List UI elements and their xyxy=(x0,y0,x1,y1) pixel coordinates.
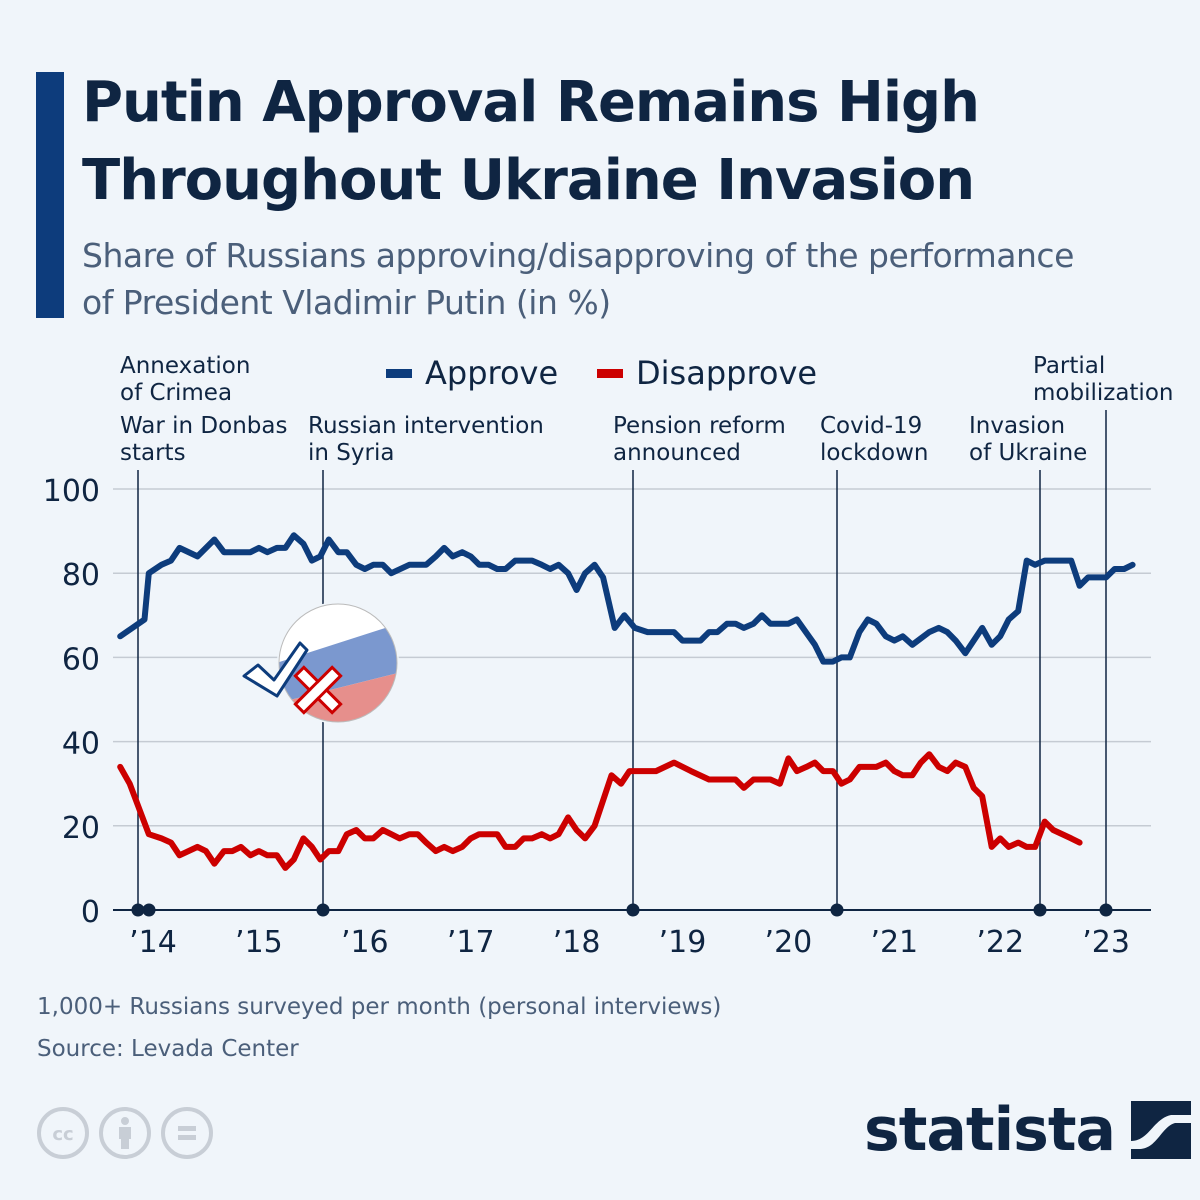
legend-disapprove-label: Disapprove xyxy=(636,354,817,392)
event-label-line2: mobilization xyxy=(1033,380,1173,406)
event-label-line2: announced xyxy=(613,440,741,466)
x-tick-label: ’23 xyxy=(1082,925,1130,960)
legend: Approve Disapprove xyxy=(386,354,817,392)
y-tick-label: 0 xyxy=(81,895,100,930)
legend-approve-swatch xyxy=(386,369,412,378)
y-tick-label: 20 xyxy=(62,811,100,846)
svg-text:cc: cc xyxy=(52,1124,73,1145)
event-label-line1: Pension reform xyxy=(613,413,786,439)
attribution-icon[interactable] xyxy=(98,1106,152,1160)
legend-disapprove-swatch xyxy=(597,369,623,378)
event-label-line2: in Syria xyxy=(308,440,394,466)
event-label-line1: War in Donbas xyxy=(120,413,287,439)
page-subtitle: Share of Russians approving/disapproving… xyxy=(82,236,1074,322)
event-label-line2: of Ukraine xyxy=(969,440,1087,466)
event-label-line1: Annexation xyxy=(120,353,250,379)
brand-name: statista xyxy=(864,1095,1116,1165)
event-label-line1: Partial xyxy=(1033,353,1105,379)
x-tick-label: ’20 xyxy=(765,925,813,960)
gridlines xyxy=(113,488,1151,827)
statista-logo[interactable]: statista xyxy=(864,1095,1192,1165)
event-label-line2: starts xyxy=(120,440,186,466)
checkmark-icon xyxy=(242,641,309,698)
x-tick-label: ’21 xyxy=(870,925,918,960)
event-marker xyxy=(830,903,844,917)
x-tick-label: ’19 xyxy=(659,925,707,960)
event-marker xyxy=(1099,903,1113,917)
x-tick-label: ’16 xyxy=(341,925,389,960)
emblem-outline xyxy=(278,603,398,723)
event-label-line1: Invasion xyxy=(969,413,1065,439)
russian-flag-emblem xyxy=(242,602,399,724)
y-tick-label: 60 xyxy=(62,642,100,677)
event-marker xyxy=(316,903,330,917)
event-label-line2: lockdown xyxy=(820,440,929,466)
series-line-disapprove xyxy=(117,751,1083,871)
y-axis-ticks: 0 20 40 60 80 100 xyxy=(43,474,100,930)
statista-mark-icon xyxy=(1131,1101,1192,1159)
legend-approve-label: Approve xyxy=(425,354,558,392)
title-accent-bar xyxy=(36,72,64,318)
line-chart: 0 20 40 60 80 100 ’14 ’15 ’16 ’17 ’18 ’19 ’20 ’21 ’22… xyxy=(43,353,1174,960)
event-label-line2: of Crimea xyxy=(120,380,232,406)
event-marker xyxy=(142,903,156,917)
event-marker xyxy=(1033,903,1047,917)
cc-icon[interactable]: cc xyxy=(36,1106,90,1160)
event-marker xyxy=(626,903,640,917)
source-note: Source: Levada Center xyxy=(37,1036,299,1062)
data-series xyxy=(117,532,1136,871)
x-axis-ticks: ’14 ’15 ’16 ’17 ’18 ’19 ’20 ’21 ’22 ’23 xyxy=(113,909,1151,960)
x-tick-label: ’14 xyxy=(129,925,177,960)
series-line-approve xyxy=(117,532,1136,665)
y-tick-label: 80 xyxy=(62,558,100,593)
no-derivatives-icon[interactable] xyxy=(160,1106,214,1160)
cross-icon xyxy=(293,665,343,715)
x-tick-label: ’17 xyxy=(447,925,495,960)
x-tick-label: ’22 xyxy=(976,925,1024,960)
event-label-line1: Covid-19 xyxy=(820,413,922,439)
event-marker xyxy=(131,903,145,917)
event-label-line1: Russian intervention xyxy=(308,413,544,439)
survey-note: 1,000+ Russians surveyed per month (pers… xyxy=(37,994,722,1020)
x-tick-label: ’15 xyxy=(235,925,283,960)
page-title: Putin Approval Remains High Throughout U… xyxy=(82,70,980,213)
y-tick-label: 100 xyxy=(43,474,100,509)
x-tick-label: ’18 xyxy=(553,925,601,960)
license-icons: cc xyxy=(36,1106,214,1160)
y-tick-label: 40 xyxy=(62,727,100,762)
